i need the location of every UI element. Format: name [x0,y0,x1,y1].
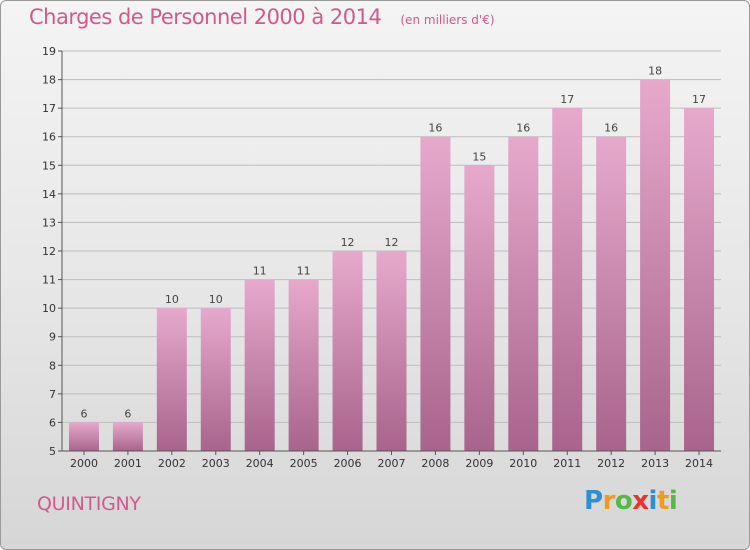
y-tick-label: 17 [42,102,56,115]
value-label-2000: 6 [80,407,87,420]
logo-letter: P [584,486,603,516]
value-label-2013: 18 [648,65,662,78]
y-tick-label: 15 [42,159,56,172]
chart-title: Charges de Personnel 2000 à 2014 [29,5,382,29]
value-label-2001: 6 [124,407,131,420]
y-tick-label: 19 [42,45,56,58]
y-tick-label: 10 [42,302,56,315]
bar-2003 [200,308,231,451]
x-tick-label-2014: 2014 [685,457,713,470]
y-tick-label: 5 [49,445,56,458]
axis-layer: 5 6 7 8 9 10 11 12 13 14 15 16 17 18 19 2000 2001 2002 200… [42,45,721,470]
y-tick-label: 13 [42,216,56,229]
value-label-2009: 15 [472,150,486,163]
value-label-2008: 16 [428,122,442,135]
x-tick-label-2011: 2011 [553,457,581,470]
x-tick-label-2002: 2002 [158,457,186,470]
bar-2006 [332,251,363,451]
logo-letter: t [656,486,669,516]
proxiti-logo: Proxiti [584,486,678,516]
bar-2011 [552,108,583,452]
value-label-2003: 10 [209,293,223,306]
value-label-2007: 12 [385,236,399,249]
y-tick-label: 18 [42,74,56,87]
x-tick-label-2008: 2008 [421,457,449,470]
bar-2013 [640,79,671,452]
value-label-2012: 16 [604,122,618,135]
logo-letter: x [632,486,649,516]
y-tick-label: 12 [42,245,56,258]
y-tick-label: 6 [49,416,56,429]
logo-letter: i [668,486,678,516]
y-tick-label: 7 [49,388,56,401]
y-tick-label: 11 [42,274,56,287]
bar-2004 [244,279,275,451]
chart-subtitle: (en milliers d'€) [400,13,495,27]
value-label-2002: 10 [165,293,179,306]
value-label-2014: 17 [692,93,706,106]
bar-2001 [112,422,143,451]
value-label-2006: 12 [341,236,355,249]
logo-letter: o [614,486,633,516]
bar-2010 [508,136,539,451]
x-tick-label-2001: 2001 [114,457,142,470]
x-tick-label-2012: 2012 [597,457,625,470]
bar-2007 [376,251,407,451]
x-tick-label-2009: 2009 [465,457,493,470]
logo-letter: i [648,486,658,516]
y-tick-label: 14 [42,188,56,201]
bar-2005 [288,279,319,451]
value-label-2005: 11 [297,265,311,278]
x-tick-label-2005: 2005 [290,457,318,470]
chart-title-block: Charges de Personnel 2000 à 2014 (en mil… [29,5,495,29]
y-tick-label: 16 [42,131,56,144]
x-tick-label-2007: 2007 [378,457,406,470]
value-label-2011: 17 [560,93,574,106]
y-tick-label: 8 [49,359,56,372]
x-tick-label-2010: 2010 [509,457,537,470]
x-tick-label-2000: 2000 [70,457,98,470]
bar-2012 [596,136,627,451]
x-tick-label-2013: 2013 [641,457,669,470]
bar-2002 [156,308,187,451]
logo-letter: r [602,486,616,516]
bar-2009 [464,165,495,452]
bar-2014 [684,108,715,452]
bar-layer: 6 6 10 10 11 11 12 12 16 15 16 17 16 18 17 [68,65,715,452]
x-tick-label-2006: 2006 [334,457,362,470]
value-label-2004: 11 [253,265,267,278]
bar-2008 [420,136,451,451]
x-tick-label-2003: 2003 [202,457,230,470]
y-tick-label: 9 [49,331,56,344]
value-label-2010: 16 [516,122,530,135]
x-tick-label-2004: 2004 [246,457,274,470]
commune-name: QUINTIGNY [37,493,141,515]
bar-2000 [68,422,99,451]
